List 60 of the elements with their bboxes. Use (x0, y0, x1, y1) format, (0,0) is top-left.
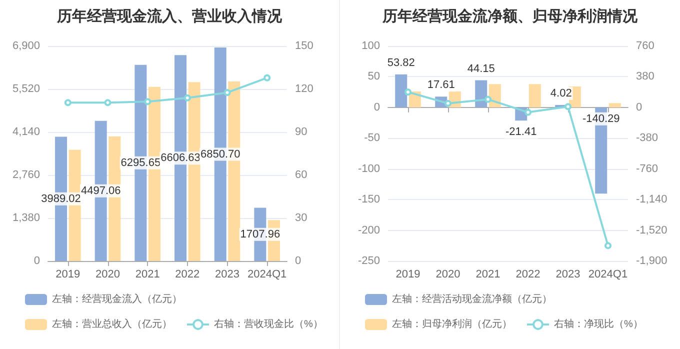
y-tick-label: -50 (364, 132, 380, 144)
legend-label: 左轴：经营现金流入（亿元） (52, 293, 182, 305)
x-tick-label: 2024Q1 (588, 268, 628, 280)
chart-title: 历年经营现金流净额、归母净利润情况 (382, 7, 638, 25)
chart-title: 历年经营现金流入、营业收入情况 (56, 7, 283, 25)
x-tick-label: 2024Q1 (248, 268, 287, 280)
x-tick-label: 2022 (175, 268, 200, 280)
y2-tick-label: -380 (636, 132, 658, 144)
y2-tick-label: 90 (295, 126, 308, 138)
y2-tick-label: 120 (295, 83, 314, 95)
legend-label: 右轴：营收现金比（%） (214, 318, 323, 330)
y-tick-label: 100 (362, 40, 380, 52)
y2-tick-label: -760 (636, 162, 658, 175)
data-label: -21.41 (506, 126, 537, 138)
y-tick-label: -200 (358, 224, 380, 236)
data-label: 17.61 (427, 79, 455, 92)
legend-label: 左轴：归母净利润（亿元） (392, 318, 512, 330)
x-tick-label: 2019 (56, 268, 80, 280)
legend-label: 左轴：营业总收入（亿元） (52, 318, 172, 330)
y-tick-label: 1,380 (12, 212, 40, 224)
data-label: 4.02 (550, 87, 572, 100)
x-tick-label: 2020 (436, 268, 460, 280)
x-tick-label: 2023 (556, 268, 580, 280)
data-label: 3989.02 (41, 192, 81, 205)
legend-label: 右轴：净现比（%） (554, 318, 643, 330)
data-label: 1707.96 (240, 228, 280, 240)
y2-tick-label: -1,900 (636, 255, 668, 267)
y2-tick-label: 150 (295, 40, 314, 52)
data-label: 6850.70 (200, 148, 240, 160)
y2-tick-label: 380 (636, 70, 654, 83)
y2-tick-label: 760 (636, 40, 654, 52)
y-tick-label: 5,520 (12, 83, 40, 95)
data-label: 6295.65 (120, 156, 161, 169)
y2-tick-label: -1,520 (636, 224, 668, 236)
data-label: -140.29 (582, 112, 620, 125)
data-label: 53.82 (387, 56, 415, 69)
x-tick-label: 2020 (96, 268, 120, 280)
y-tick-label: 0 (374, 101, 380, 114)
y-tick-label: 4,140 (12, 126, 40, 138)
y-tick-label: -100 (358, 162, 380, 175)
y2-tick-label: 60 (295, 169, 308, 181)
y-tick-label: 50 (368, 70, 380, 83)
y-tick-label: -150 (358, 194, 380, 206)
data-label: 6606.63 (160, 152, 200, 164)
y-tick-label: -250 (358, 255, 380, 267)
y2-tick-label: 0 (295, 255, 302, 267)
y2-tick-label: -1,140 (636, 194, 668, 206)
x-tick-label: 2021 (476, 268, 500, 280)
x-tick-label: 2021 (135, 268, 160, 280)
y-tick-label: 2,760 (12, 169, 40, 181)
y-tick-label: 6,900 (12, 40, 40, 52)
y2-tick-label: 0 (636, 101, 642, 114)
x-tick-label: 2023 (215, 268, 240, 280)
x-tick-label: 2022 (516, 268, 540, 280)
y-tick-label: 0 (34, 255, 40, 267)
y2-tick-label: 30 (295, 212, 308, 224)
x-tick-label: 2019 (396, 268, 420, 280)
legend-label: 左轴：经营活动现金流净额（亿元） (392, 293, 552, 305)
data-label: 44.15 (467, 62, 495, 75)
data-label: 4497.06 (80, 184, 121, 197)
